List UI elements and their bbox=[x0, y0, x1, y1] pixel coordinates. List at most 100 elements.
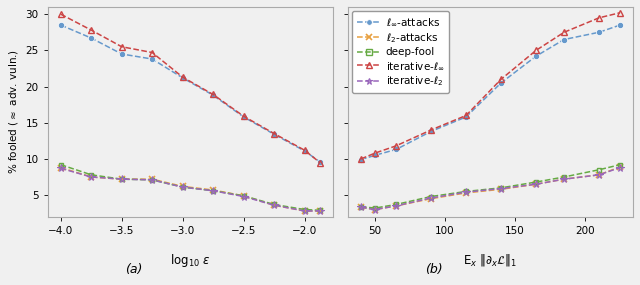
$\ell_\infty$-attacks bbox=[88, 36, 95, 40]
deep-fool bbox=[462, 190, 470, 193]
deep-fool bbox=[148, 178, 156, 182]
iterative-$\ell_2$ bbox=[179, 186, 186, 189]
$\ell_\infty$-attacks bbox=[316, 160, 324, 164]
$\ell_2$-attacks bbox=[616, 165, 624, 168]
Text: (b): (b) bbox=[425, 263, 442, 276]
$\ell_\infty$-attacks bbox=[240, 115, 248, 119]
$\ell_\infty$-attacks bbox=[118, 52, 125, 56]
$\ell_2$-attacks bbox=[209, 188, 217, 192]
iterative-$\ell_\infty$ bbox=[179, 76, 186, 79]
$\ell_\infty$-attacks bbox=[595, 30, 603, 34]
$\ell_2$-attacks bbox=[497, 188, 505, 191]
iterative-$\ell_\infty$ bbox=[616, 11, 624, 15]
$\ell_2$-attacks bbox=[357, 206, 365, 209]
iterative-$\ell_\infty$ bbox=[532, 49, 540, 52]
$\ell_2$-attacks bbox=[301, 209, 308, 213]
deep-fool bbox=[88, 173, 95, 176]
iterative-$\ell_2$ bbox=[316, 209, 324, 213]
deep-fool bbox=[392, 203, 400, 206]
$\ell_\infty$-attacks bbox=[427, 130, 435, 133]
iterative-$\ell_2$ bbox=[88, 175, 95, 179]
iterative-$\ell_\infty$ bbox=[118, 45, 125, 48]
iterative-$\ell_2$ bbox=[118, 178, 125, 181]
Y-axis label: % fooled ($\approx$ adv. vuln.): % fooled ($\approx$ adv. vuln.) bbox=[7, 49, 20, 174]
iterative-$\ell_2$ bbox=[497, 187, 505, 190]
$\ell_\infty$-attacks bbox=[462, 115, 470, 119]
$\ell_2$-attacks bbox=[392, 204, 400, 208]
iterative-$\ell_2$ bbox=[148, 178, 156, 182]
deep-fool bbox=[427, 195, 435, 198]
iterative-$\ell_\infty$ bbox=[392, 144, 400, 148]
iterative-$\ell_2$ bbox=[357, 206, 365, 209]
iterative-$\ell_\infty$ bbox=[462, 114, 470, 117]
$\ell_\infty$-attacks bbox=[616, 23, 624, 27]
Line: iterative-$\ell_2$: iterative-$\ell_2$ bbox=[357, 164, 624, 213]
$\ell_2$-attacks bbox=[532, 182, 540, 186]
$\ell_\infty$-attacks bbox=[301, 149, 308, 153]
Text: (a): (a) bbox=[125, 263, 142, 276]
iterative-$\ell_\infty$ bbox=[301, 148, 308, 152]
iterative-$\ell_\infty$ bbox=[497, 78, 505, 81]
iterative-$\ell_2$ bbox=[57, 167, 65, 170]
iterative-$\ell_\infty$ bbox=[316, 161, 324, 164]
deep-fool bbox=[532, 180, 540, 184]
deep-fool bbox=[179, 186, 186, 189]
iterative-$\ell_\infty$ bbox=[240, 115, 248, 118]
iterative-$\ell_\infty$ bbox=[371, 151, 379, 155]
$\ell_\infty$-attacks bbox=[148, 57, 156, 61]
iterative-$\ell_2$ bbox=[616, 166, 624, 169]
$\ell_2$-attacks bbox=[595, 173, 603, 176]
Line: iterative-$\ell_\infty$: iterative-$\ell_\infty$ bbox=[57, 11, 323, 166]
Line: $\ell_\infty$-attacks: $\ell_\infty$-attacks bbox=[58, 22, 323, 165]
$\ell_2$-attacks bbox=[88, 175, 95, 179]
Line: $\ell_\infty$-attacks: $\ell_\infty$-attacks bbox=[358, 22, 623, 163]
iterative-$\ell_2$ bbox=[532, 182, 540, 186]
$\ell_2$-attacks bbox=[371, 208, 379, 211]
$\ell_\infty$-attacks bbox=[209, 93, 217, 97]
Line: $\ell_2$-attacks: $\ell_2$-attacks bbox=[57, 164, 323, 214]
$\ell_2$-attacks bbox=[462, 191, 470, 195]
$\ell_2$-attacks bbox=[560, 178, 568, 181]
deep-fool bbox=[595, 168, 603, 172]
$\ell_\infty$-attacks bbox=[179, 76, 186, 80]
$\ell_2$-attacks bbox=[57, 166, 65, 169]
deep-fool bbox=[209, 189, 217, 192]
$\ell_\infty$-attacks bbox=[371, 154, 379, 157]
iterative-$\ell_2$ bbox=[301, 209, 308, 213]
deep-fool bbox=[616, 163, 624, 166]
$\ell_\infty$-attacks bbox=[560, 38, 568, 41]
deep-fool bbox=[118, 178, 125, 181]
$\ell_\infty$-attacks bbox=[357, 158, 365, 161]
iterative-$\ell_2$ bbox=[240, 195, 248, 198]
Line: deep-fool: deep-fool bbox=[358, 162, 623, 211]
$\ell_2$-attacks bbox=[427, 197, 435, 200]
iterative-$\ell_\infty$ bbox=[270, 132, 278, 135]
$\ell_\infty$-attacks bbox=[270, 133, 278, 136]
iterative-$\ell_2$ bbox=[270, 203, 278, 207]
$\ell_2$-attacks bbox=[316, 209, 324, 213]
iterative-$\ell_\infty$ bbox=[357, 157, 365, 161]
$\ell_2$-attacks bbox=[148, 178, 156, 181]
iterative-$\ell_\infty$ bbox=[209, 93, 217, 96]
Line: iterative-$\ell_2$: iterative-$\ell_2$ bbox=[57, 164, 324, 215]
iterative-$\ell_\infty$ bbox=[57, 13, 65, 16]
$\ell_2$-attacks bbox=[240, 194, 248, 198]
iterative-$\ell_\infty$ bbox=[427, 128, 435, 132]
deep-fool bbox=[560, 175, 568, 179]
$\ell_\infty$-attacks bbox=[57, 23, 65, 27]
$\ell_\infty$-attacks bbox=[392, 148, 400, 151]
$\ell_\infty$-attacks bbox=[497, 81, 505, 85]
iterative-$\ell_2$ bbox=[371, 208, 379, 211]
iterative-$\ell_\infty$ bbox=[88, 28, 95, 32]
deep-fool bbox=[270, 203, 278, 206]
iterative-$\ell_2$ bbox=[392, 204, 400, 208]
$\ell_\infty$-attacks bbox=[532, 54, 540, 58]
iterative-$\ell_2$ bbox=[209, 189, 217, 192]
iterative-$\ell_\infty$ bbox=[595, 16, 603, 19]
deep-fool bbox=[316, 209, 324, 212]
iterative-$\ell_2$ bbox=[427, 196, 435, 200]
iterative-$\ell_2$ bbox=[462, 190, 470, 194]
iterative-$\ell_2$ bbox=[560, 178, 568, 181]
iterative-$\ell_\infty$ bbox=[560, 30, 568, 34]
$\ell_2$-attacks bbox=[270, 203, 278, 207]
